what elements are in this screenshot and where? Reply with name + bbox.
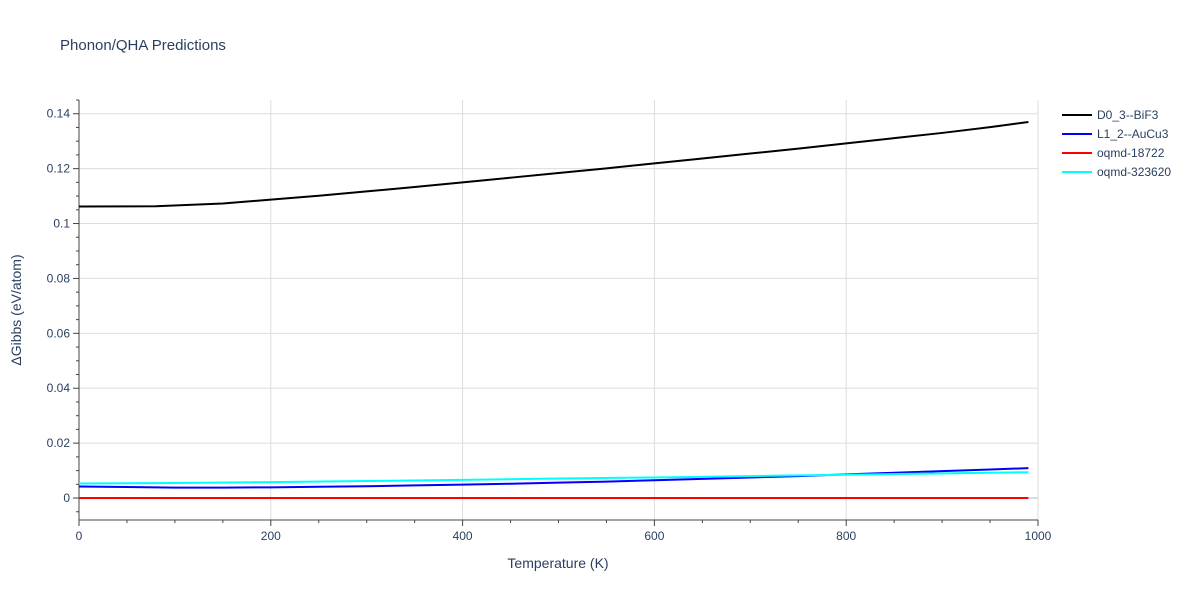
legend-item[interactable]: oqmd-18722 bbox=[1062, 146, 1165, 160]
series-line-oqmd-323620[interactable] bbox=[78, 471, 1029, 485]
y-tick-label: 0 bbox=[63, 491, 70, 505]
legend-label: oqmd-323620 bbox=[1097, 165, 1171, 179]
legend-item[interactable]: oqmd-323620 bbox=[1062, 165, 1171, 179]
grid bbox=[79, 100, 1039, 520]
y-axis-title: ΔGibbs (eV/atom) bbox=[8, 254, 24, 365]
legend-item[interactable]: L1_2--AuCu3 bbox=[1062, 127, 1169, 141]
series-lines bbox=[78, 120, 1029, 500]
x-tick-label: 600 bbox=[644, 529, 664, 543]
series-line-d0-3-bif3[interactable] bbox=[78, 120, 1029, 208]
x-tick-label: 800 bbox=[836, 529, 856, 543]
x-tick-label: 200 bbox=[261, 529, 281, 543]
y-tick-label: 0.14 bbox=[47, 107, 71, 121]
y-tick-label: 0.04 bbox=[47, 381, 71, 395]
y-tick-label: 0.1 bbox=[53, 217, 70, 231]
legend-label: L1_2--AuCu3 bbox=[1097, 127, 1169, 141]
x-tick-label: 1000 bbox=[1025, 529, 1052, 543]
legend-label: D0_3--BiF3 bbox=[1097, 108, 1159, 122]
y-tick-label: 0.12 bbox=[47, 162, 71, 176]
legend[interactable]: D0_3--BiF3 L1_2--AuCu3 oqmd-18722 oqmd-3236… bbox=[1062, 108, 1171, 179]
y-tick-label: 0.06 bbox=[47, 326, 71, 340]
x-tick-label: 400 bbox=[453, 529, 473, 543]
x-tick-label: 0 bbox=[76, 529, 83, 543]
legend-label: oqmd-18722 bbox=[1097, 146, 1165, 160]
axes: 0 200 400 600 800 1000 0 0.02 0.04 0.06 0.08 0.1 0.1… bbox=[47, 99, 1052, 543]
y-tick-label: 0.08 bbox=[47, 271, 71, 285]
y-tick-label: 0.02 bbox=[47, 436, 71, 450]
x-axis-title: Temperature (K) bbox=[507, 555, 608, 571]
legend-item[interactable]: D0_3--BiF3 bbox=[1062, 108, 1159, 122]
chart-title: Phonon/QHA Predictions bbox=[60, 37, 226, 54]
